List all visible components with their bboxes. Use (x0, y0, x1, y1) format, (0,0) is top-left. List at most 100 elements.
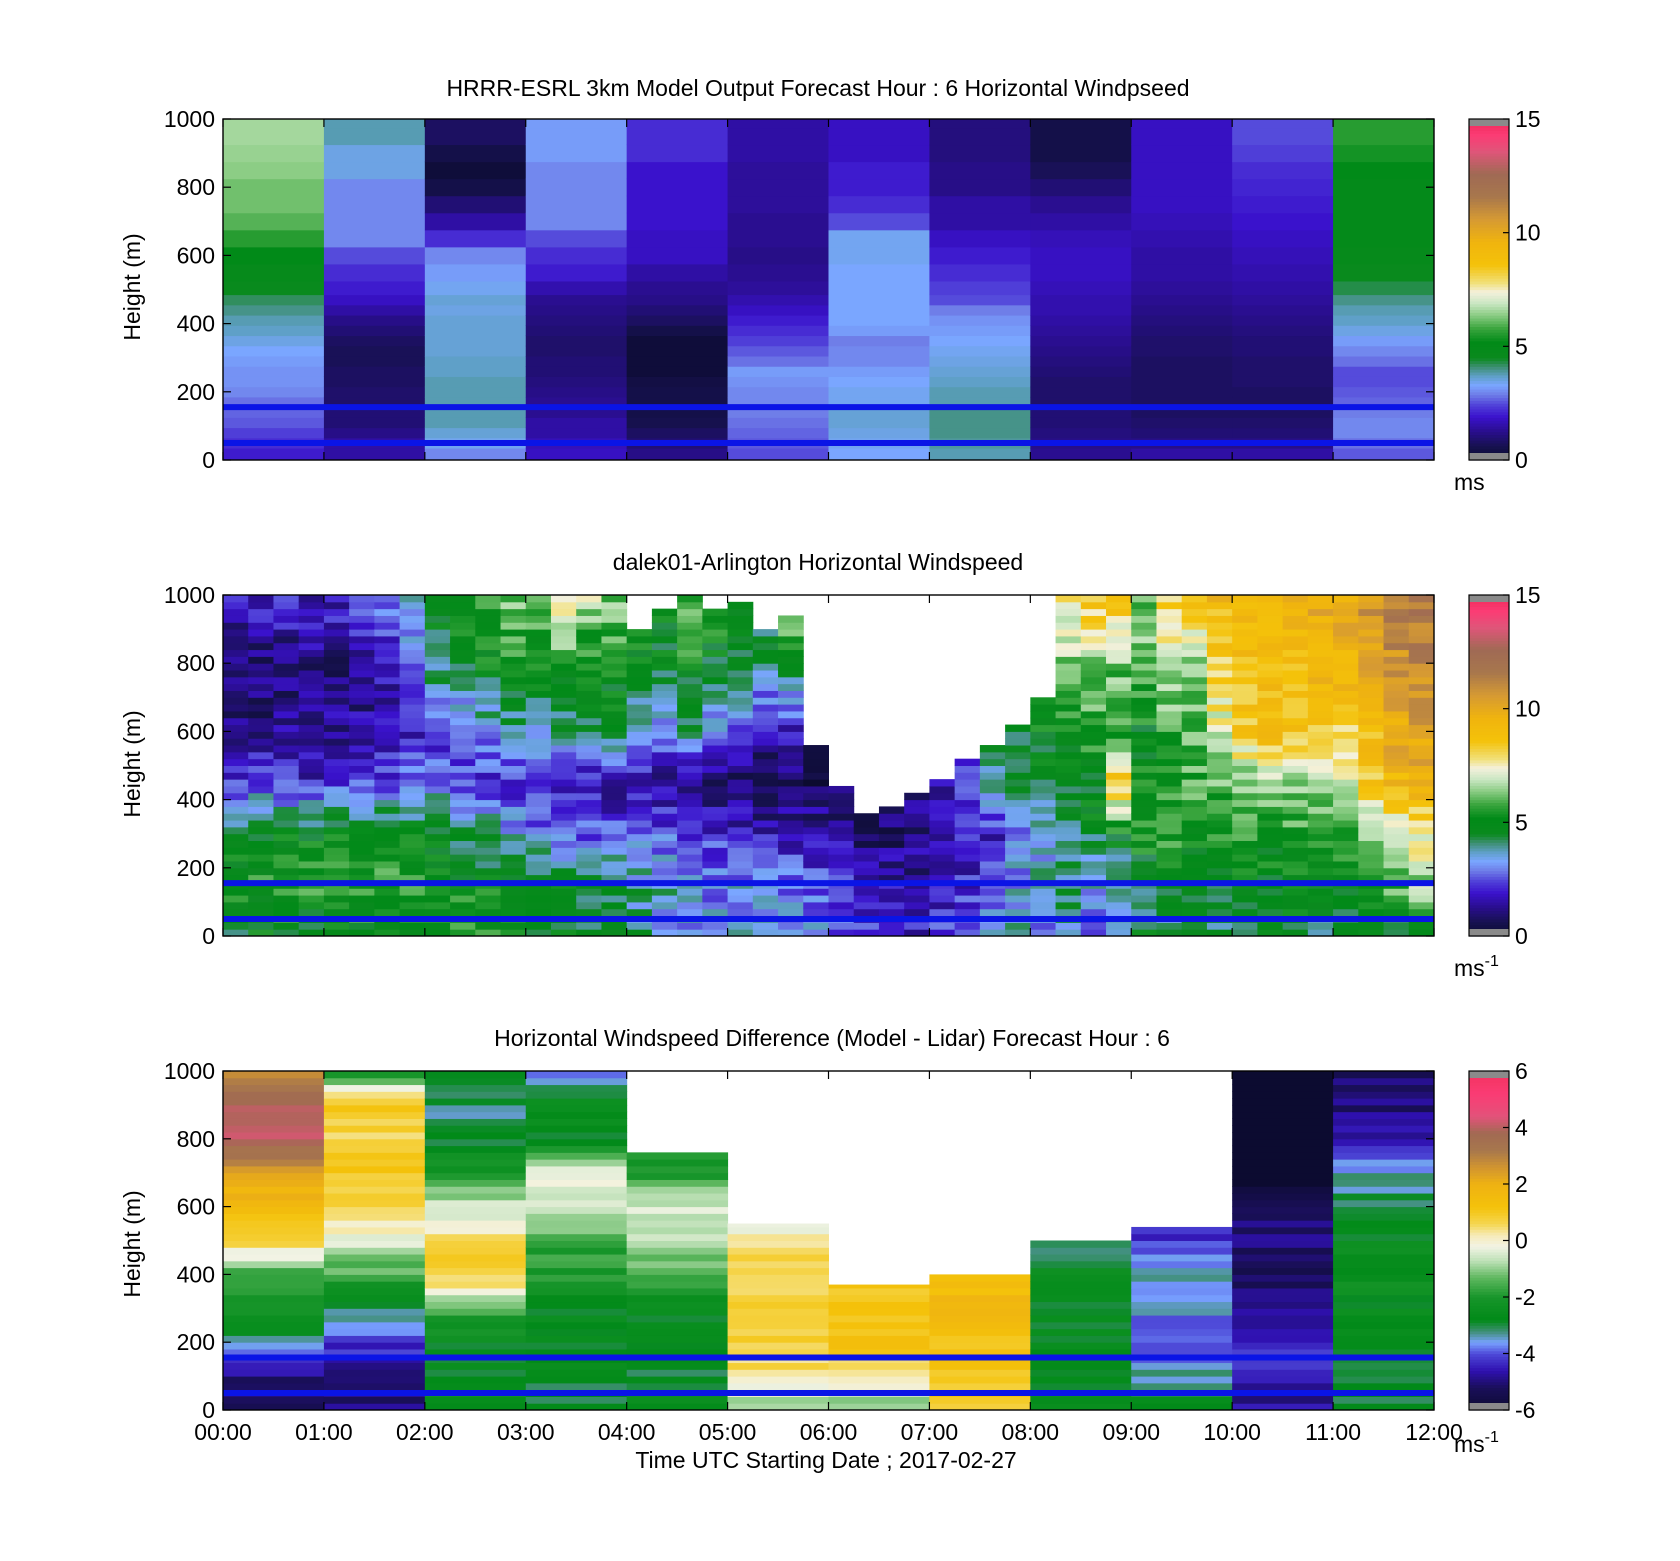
heatmap-cell (248, 635, 274, 644)
heatmap-cell (1333, 1118, 1435, 1126)
heatmap-cell (626, 820, 653, 828)
heatmap-cell (702, 629, 729, 637)
colorbar-swatch (1469, 323, 1509, 328)
heatmap-cell (1333, 1226, 1435, 1235)
heatmap-cell (374, 779, 401, 787)
heatmap-cell (1131, 1362, 1233, 1370)
heatmap-cell (1408, 765, 1435, 773)
heatmap-cell (1080, 601, 1107, 610)
heatmap-cell (273, 670, 300, 678)
heatmap-cell (727, 642, 754, 651)
heatmap-cell (1257, 615, 1284, 623)
heatmap-cell (1282, 874, 1309, 882)
heatmap-cell (223, 127, 325, 146)
heatmap-cell (1232, 304, 1334, 316)
colorbar-frame (1468, 594, 1510, 937)
heatmap-cell (424, 1104, 527, 1113)
heatmap-cell (550, 731, 577, 739)
heatmap-cell (1333, 1328, 1435, 1336)
heatmap-cell (1156, 690, 1183, 698)
heatmap-cell (223, 929, 249, 937)
heatmap-cell (525, 246, 628, 265)
heatmap-cell (1358, 826, 1385, 835)
heatmap-cell (424, 1220, 527, 1228)
heatmap-cell (1333, 683, 1359, 691)
heatmap-cell (1156, 601, 1183, 610)
heatmap-cell (878, 860, 905, 869)
heatmap-cell (500, 622, 527, 630)
heatmap-cell (475, 717, 502, 726)
heatmap-cell (298, 710, 325, 719)
heatmap-cell (954, 867, 981, 876)
heatmap-cell (702, 622, 729, 630)
heatmap-cell (626, 867, 653, 876)
heatmap-cell (248, 840, 274, 848)
heatmap-cell (727, 608, 754, 616)
heatmap-cell (828, 1362, 930, 1370)
heatmap-cell (1055, 601, 1082, 610)
heatmap-cell (727, 1396, 829, 1404)
heatmap-cell (349, 922, 375, 930)
heatmap-cell (727, 806, 754, 814)
heatmap-cell (979, 854, 1006, 862)
heatmap-cell (1131, 1233, 1233, 1241)
heatmap-cell (1307, 820, 1334, 828)
heatmap-cell (525, 1376, 628, 1384)
heatmap-cell (475, 806, 502, 814)
heatmap-cell (702, 826, 729, 835)
heatmap-cell (828, 280, 930, 296)
heatmap-cell (1232, 738, 1258, 746)
heatmap-cell (349, 785, 375, 794)
heatmap-cell (1408, 635, 1435, 644)
heatmap-cell (1232, 1369, 1334, 1377)
heatmap-cell (626, 1152, 729, 1160)
heatmap-cell (323, 738, 350, 746)
heatmap-cell (223, 1118, 325, 1126)
heatmap-cell (323, 1321, 426, 1330)
heatmap-cell (424, 785, 451, 794)
heatmap-cell (525, 127, 628, 146)
heatmap-cell (475, 772, 502, 780)
heatmap-cell (223, 751, 249, 760)
heatmap-cell (1080, 635, 1107, 644)
heatmap-cell (1232, 294, 1334, 306)
heatmap-cell (1055, 867, 1082, 876)
heatmap-cell (1333, 417, 1435, 429)
heatmap-cell (1055, 724, 1082, 732)
heatmap-cell (424, 792, 451, 801)
heatmap-cell (1257, 901, 1284, 910)
heatmap-cell (1358, 922, 1385, 930)
colorbar-tick-label: 15 (1515, 582, 1541, 608)
heatmap-cell (1131, 448, 1233, 461)
heatmap-cell (1307, 697, 1334, 705)
heatmap-cell (1333, 1369, 1435, 1377)
colorbar-swatch (1469, 694, 1509, 698)
colorbar-swatch (1469, 759, 1509, 764)
colorbar-swatch (1469, 252, 1509, 256)
heatmap-cell (323, 615, 350, 623)
heatmap-cell (651, 642, 678, 651)
heatmap-cell (1131, 806, 1157, 814)
heatmap-cell (752, 649, 779, 657)
heatmap-cell (1333, 1091, 1435, 1099)
heatmap-cell (979, 772, 1006, 780)
heatmap-cell (424, 1193, 527, 1201)
heatmap-cell (626, 1308, 729, 1316)
heatmap-cell (979, 895, 1006, 903)
colorbar-swatch (1469, 700, 1509, 704)
colorbar-swatch (1469, 796, 1509, 801)
heatmap-cell (450, 670, 476, 678)
heatmap-cell (374, 806, 401, 814)
heatmap-cell (601, 840, 628, 848)
colorbar-swatch (1469, 1381, 1509, 1386)
heatmap-cell (323, 263, 426, 282)
heatmap-cell (399, 785, 426, 794)
heatmap-cell (1307, 895, 1334, 903)
heatmap-cell (904, 860, 930, 869)
heatmap-cell (1181, 758, 1208, 766)
heatmap-cell (1206, 806, 1233, 814)
heatmap-cell (424, 595, 451, 603)
heatmap-cell (1282, 683, 1309, 691)
heatmap-cell (223, 792, 249, 801)
